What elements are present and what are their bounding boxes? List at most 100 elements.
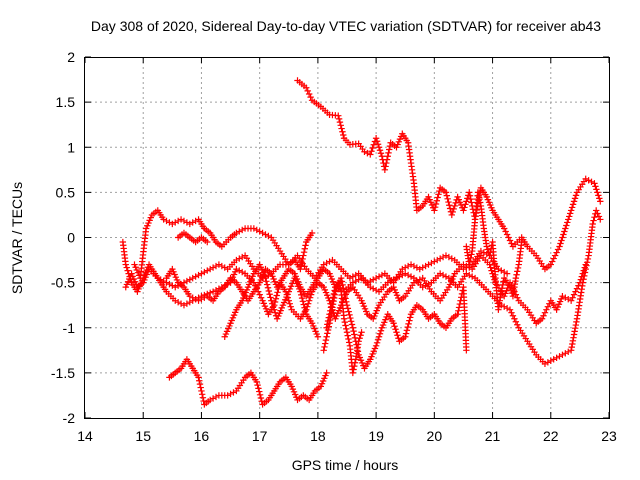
data-point [355, 276, 362, 283]
data-point [370, 285, 377, 292]
data-point [463, 198, 470, 205]
data-point [324, 317, 332, 325]
data-point [406, 317, 413, 324]
data-point [455, 307, 462, 315]
data-point [305, 90, 313, 98]
data-point [551, 252, 559, 259]
data-point [329, 294, 337, 301]
data-point [341, 318, 349, 326]
data-point [198, 270, 205, 277]
data-point [236, 255, 243, 262]
data-point [562, 350, 569, 357]
y-tick-label: -1 [63, 320, 76, 336]
data-point [503, 304, 511, 312]
data-point [376, 147, 384, 154]
data-point [495, 265, 502, 273]
data-point [183, 300, 191, 307]
data-point [483, 243, 490, 250]
data-point [544, 303, 552, 310]
data-point [514, 264, 522, 272]
data-point [590, 217, 597, 224]
data-point [338, 278, 346, 285]
data-point [377, 150, 385, 157]
data-point [556, 243, 563, 250]
data-point [372, 135, 380, 142]
data-point [372, 286, 380, 294]
data-point [450, 205, 457, 213]
data-point [195, 297, 202, 304]
data-point [431, 204, 439, 211]
data-point [268, 297, 275, 304]
data-point [419, 283, 426, 291]
data-point [308, 229, 316, 237]
data-point [384, 279, 391, 286]
data-point [236, 228, 243, 235]
data-point [324, 330, 331, 337]
data-point [350, 366, 357, 373]
data-point [567, 207, 575, 214]
data-point [259, 229, 266, 237]
data-point [195, 374, 202, 381]
data-point [177, 216, 185, 223]
data-point [557, 240, 564, 247]
data-point [563, 222, 570, 229]
data-point [199, 394, 207, 401]
data-point [541, 360, 549, 368]
data-point [462, 201, 469, 208]
data-point [250, 225, 258, 232]
data-point [559, 234, 566, 241]
data-point [442, 189, 450, 196]
data-point [375, 144, 383, 151]
series-track-6 [174, 229, 211, 246]
data-point [448, 211, 455, 219]
data-point [345, 335, 352, 343]
data-point [321, 343, 328, 351]
data-point [451, 202, 458, 210]
data-point [382, 163, 389, 170]
data-point [302, 242, 309, 249]
data-point [321, 340, 329, 347]
data-point [369, 144, 376, 152]
data-point [372, 342, 380, 349]
data-point [508, 240, 515, 247]
data-point [498, 288, 505, 295]
data-point [297, 288, 304, 295]
data-point [300, 301, 307, 308]
data-point [541, 309, 549, 316]
data-point [180, 301, 188, 309]
y-tick-label: 1 [67, 139, 75, 155]
y-tick-label: 1.5 [56, 94, 76, 110]
data-point [460, 265, 467, 273]
x-tick-label: 22 [543, 428, 559, 444]
data-point [572, 192, 580, 199]
data-point [394, 332, 401, 339]
data-point [314, 333, 322, 340]
data-point [123, 264, 130, 271]
y-tick-label: 0 [67, 230, 75, 246]
data-point [435, 191, 442, 198]
data-point [592, 183, 599, 190]
data-point [273, 292, 280, 299]
data-point [306, 294, 314, 301]
data-point [468, 251, 475, 258]
data-point [330, 290, 338, 298]
data-point [192, 273, 199, 280]
data-point [239, 226, 246, 234]
data-point [174, 298, 182, 306]
data-point [387, 277, 394, 285]
data-point [303, 84, 310, 91]
data-point [326, 311, 333, 318]
data-point [286, 300, 293, 307]
data-point [351, 359, 359, 366]
data-point [413, 277, 421, 285]
data-point [301, 245, 308, 252]
data-point [256, 391, 264, 398]
data-point [570, 291, 578, 298]
data-point [585, 177, 592, 184]
data-point [197, 384, 204, 391]
data-point [233, 256, 240, 264]
data-point [581, 269, 589, 276]
data-point [402, 264, 409, 271]
data-point [267, 294, 274, 301]
